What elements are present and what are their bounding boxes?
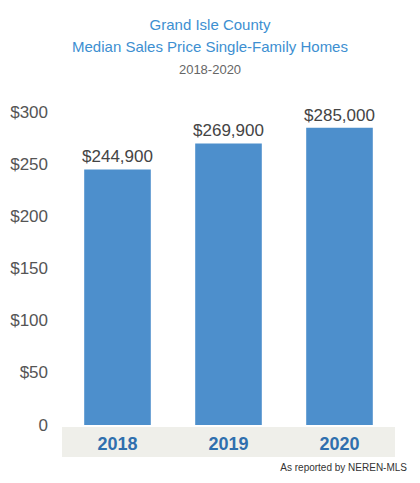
svg-text:Median Sales Price Single-Fami: Median Sales Price Single-Family Homes — [72, 38, 348, 55]
svg-text:Grand Isle County: Grand Isle County — [150, 16, 271, 33]
svg-text:2020: 2020 — [319, 434, 359, 454]
svg-text:$200: $200 — [10, 207, 48, 226]
svg-text:$150: $150 — [10, 259, 48, 278]
svg-text:$50: $50 — [20, 363, 48, 382]
svg-text:$300: $300 — [10, 103, 48, 122]
svg-text:2019: 2019 — [208, 434, 248, 454]
svg-text:$269,900: $269,900 — [193, 121, 264, 140]
svg-text:$285,000: $285,000 — [304, 106, 375, 125]
svg-text:$100: $100 — [10, 311, 48, 330]
svg-text:2018-2020: 2018-2020 — [179, 62, 241, 77]
svg-text:0: 0 — [39, 416, 48, 435]
svg-text:$250: $250 — [10, 155, 48, 174]
svg-text:As reported by NEREN-MLS: As reported by NEREN-MLS — [280, 462, 407, 473]
svg-text:2018: 2018 — [97, 434, 137, 454]
svg-text:$244,900: $244,900 — [82, 147, 153, 166]
